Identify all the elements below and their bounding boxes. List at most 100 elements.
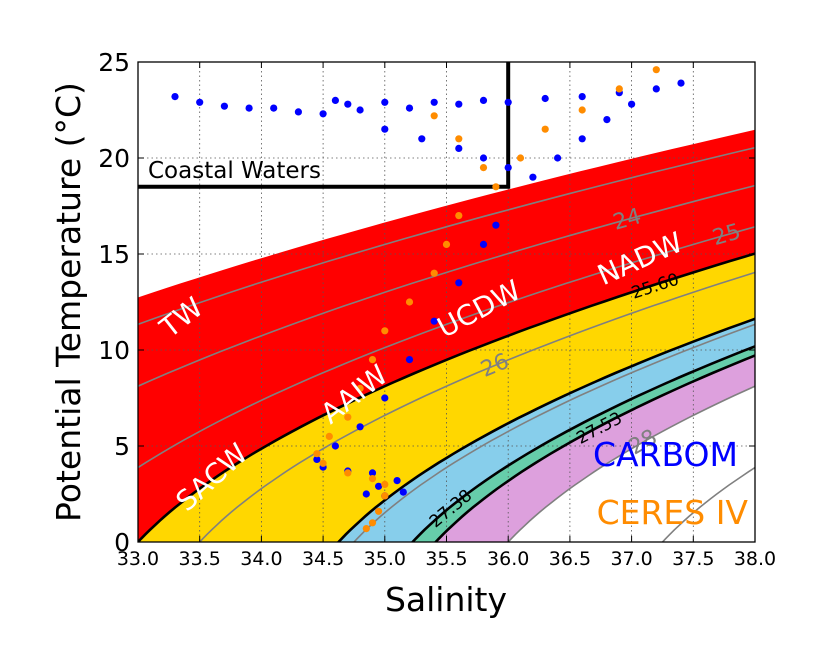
data-point — [319, 459, 327, 467]
data-point — [430, 317, 438, 325]
data-point — [430, 269, 438, 277]
x-tick-label: 37.0 — [610, 548, 652, 570]
data-point — [455, 212, 463, 220]
data-point — [615, 85, 623, 93]
y-tick-label: 0 — [114, 528, 130, 557]
data-point — [331, 96, 339, 104]
x-tick-label: 36.0 — [487, 548, 529, 570]
data-point — [356, 384, 364, 392]
data-point — [541, 94, 549, 103]
data-point — [430, 112, 438, 120]
data-point — [677, 79, 685, 87]
data-point — [455, 144, 463, 152]
data-point — [344, 469, 352, 477]
water-mass-bands — [138, 129, 755, 542]
data-point — [578, 93, 586, 101]
band-nadw — [435, 355, 755, 542]
data-point — [479, 154, 488, 162]
y-tick-label: 25 — [98, 48, 130, 77]
isoline-24 — [138, 184, 755, 388]
data-point — [220, 102, 228, 110]
data-point — [381, 327, 389, 335]
data-point — [504, 98, 512, 106]
data-point — [442, 240, 451, 248]
isoline-label-27: 27 — [819, 280, 829, 313]
density-isolines — [138, 146, 755, 542]
x-tick-label: 35.5 — [425, 548, 467, 570]
data-point — [375, 482, 383, 490]
data-point — [455, 100, 463, 108]
data-point — [578, 135, 586, 143]
legend-carbom: CARBOM — [593, 435, 738, 474]
data-point — [270, 104, 278, 112]
data-point — [405, 104, 414, 112]
boundary-isoline-25-60 — [138, 252, 755, 542]
data-point — [455, 135, 463, 143]
data-point — [375, 507, 383, 515]
coastal-waters-label: Coastal Waters — [148, 158, 321, 184]
data-point — [381, 125, 389, 133]
data-point — [405, 356, 414, 364]
data-point — [313, 450, 321, 458]
data-point — [479, 240, 488, 248]
data-point — [492, 221, 500, 229]
axis-ticks: 33.0 33.5 34.0 34.5 35.0 35.5 36.0 36.5 37.0 37.5… — [98, 48, 776, 570]
data-point — [578, 106, 586, 114]
isoline-29 — [661, 466, 755, 542]
data-point — [245, 104, 253, 112]
isoline-27 — [352, 323, 755, 542]
data-point — [381, 98, 389, 106]
data-point — [516, 154, 525, 162]
data-point — [331, 442, 339, 450]
data-point — [344, 100, 352, 108]
boundary-isoline-26-90 — [336, 317, 755, 542]
series-ceres-iv — [313, 66, 660, 533]
data-point — [171, 93, 179, 101]
x-tick-label: 38.0 — [734, 548, 776, 570]
y-axis-label-unit: °C — [49, 95, 88, 135]
y-tick-label: 20 — [98, 144, 130, 173]
y-tick-label: 10 — [98, 336, 130, 365]
y-axis-label-close: ) — [49, 82, 88, 95]
x-tick-label: 34.0 — [240, 548, 282, 570]
data-point — [196, 98, 204, 106]
data-point — [603, 116, 611, 124]
data-point — [381, 492, 389, 500]
data-point — [325, 432, 333, 440]
data-point — [455, 279, 463, 287]
data-point — [399, 488, 407, 496]
data-point — [368, 475, 377, 483]
isoline-28 — [507, 385, 755, 542]
band-tw — [138, 129, 755, 542]
data-point — [479, 96, 488, 104]
data-point — [362, 525, 370, 533]
data-point — [344, 413, 352, 421]
boundary-isoline-27-53 — [433, 354, 755, 542]
data-point — [652, 85, 660, 93]
data-point — [479, 164, 488, 172]
band-sacw — [138, 253, 755, 542]
data-series — [171, 66, 685, 533]
data-point — [430, 98, 438, 106]
data-point — [362, 490, 370, 498]
data-point — [356, 106, 364, 114]
data-point — [418, 135, 426, 143]
band-aaiw — [338, 318, 755, 542]
data-point — [381, 394, 389, 402]
y-axis-label: Potential Temperature (°C) — [49, 82, 88, 522]
x-tick-label: 33.5 — [179, 548, 221, 570]
data-point — [313, 455, 321, 463]
x-tick-label: 34.5 — [302, 548, 344, 570]
data-point — [405, 298, 414, 306]
data-point — [368, 356, 377, 364]
isoline-23 — [138, 146, 755, 326]
data-point — [652, 66, 660, 74]
data-point — [541, 125, 549, 133]
data-point — [504, 164, 512, 172]
data-point — [368, 519, 377, 527]
x-axis-label: Salinity — [385, 580, 507, 619]
x-tick-label: 36.5 — [549, 548, 591, 570]
data-point — [529, 173, 537, 181]
x-tick-label: 35.0 — [364, 548, 406, 570]
